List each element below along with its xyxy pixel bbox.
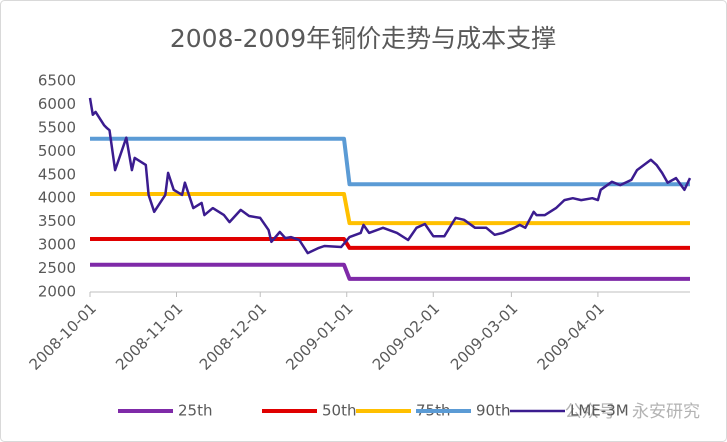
y-tick-label: 2500 [38,259,76,277]
series-line [90,262,690,281]
legend-item: 25th [118,402,212,420]
series-line [90,136,690,187]
series-line [90,237,690,250]
legend-item: LME-3M [510,402,629,420]
legend-label: 25th [178,402,212,420]
watermark: 公众号 · 永安研究 [565,402,700,422]
y-tick-label: 6500 [38,72,76,90]
legend-label: 90th [476,402,510,420]
y-tick-label: 6000 [38,95,76,113]
series-line [88,97,692,255]
y-tick-label: 3500 [38,212,76,230]
y-tick-label: 5000 [38,142,76,160]
y-tick-label: 2000 [38,283,76,301]
series-line [90,192,690,226]
y-tick-label: 4000 [38,189,76,207]
y-tick-label: 5500 [38,118,76,136]
legend-label: 50th [322,402,356,420]
legend-label: LME-3M [570,402,629,420]
chart-title: 2008-2009年铜价走势与成本支撑 [170,24,556,53]
legend-item: 90th [416,402,510,420]
legend-item: 50th [262,402,356,420]
y-tick-label: 4500 [38,165,76,183]
y-tick-label: 3000 [38,236,76,254]
